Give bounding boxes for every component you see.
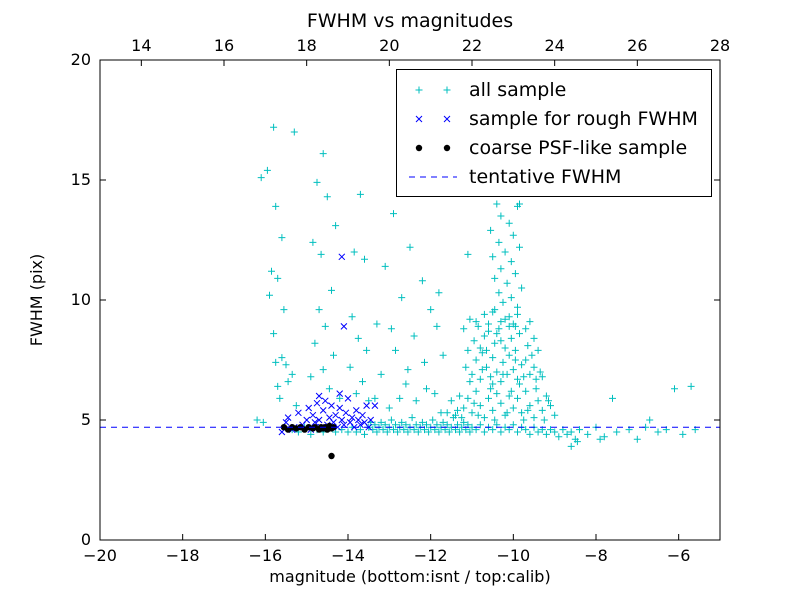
x-tick-label: −14	[331, 546, 365, 565]
tick-labels: −20 −18 −16 −14 −12 −10 −8 −6 14 16 18 20 22 24 26 28 0 5…	[71, 36, 731, 565]
x-tick-label: −18	[166, 546, 200, 565]
x-tick-label: −12	[414, 546, 448, 565]
top-tick-label: 28	[710, 36, 730, 55]
top-tick-label: 16	[214, 36, 234, 55]
series-coarse-psf-like-sample	[280, 422, 337, 460]
top-tick-label: 22	[462, 36, 482, 55]
top-tick-label: 14	[131, 36, 151, 55]
legend: all sample sample for rough FWHM coarse …	[396, 69, 712, 197]
legend-item-tentative-fwhm: tentative FWHM	[397, 162, 711, 191]
legend-marker-circle-icon	[406, 138, 460, 158]
y-tick-label: 10	[71, 290, 91, 309]
top-tick-label: 20	[379, 36, 399, 55]
top-tick-label: 18	[296, 36, 316, 55]
legend-label: tentative FWHM	[469, 165, 622, 188]
x-tick-label: −8	[584, 546, 608, 565]
x-tick-label: −6	[667, 546, 691, 565]
x-tick-label: −10	[496, 546, 530, 565]
legend-item-psf-sample: coarse PSF-like sample	[397, 133, 711, 162]
y-tick-label: 20	[71, 50, 91, 69]
y-axis-label: FWHM (pix)	[27, 253, 46, 347]
top-tick-label: 26	[627, 36, 647, 55]
x-axis-label: magnitude (bottom:isnt / top:calib)	[269, 567, 551, 586]
y-tick-label: 5	[81, 410, 91, 429]
x-tick-label: −16	[248, 546, 282, 565]
legend-label: all sample	[469, 78, 567, 101]
legend-label: coarse PSF-like sample	[469, 136, 688, 159]
x-tick-label: −20	[83, 546, 117, 565]
legend-item-rough-fwhm: sample for rough FWHM	[397, 104, 711, 133]
legend-label: sample for rough FWHM	[469, 107, 698, 130]
legend-item-all-sample: all sample	[397, 75, 711, 104]
chart-title: FWHM vs magnitudes	[306, 10, 514, 32]
top-tick-label: 24	[544, 36, 564, 55]
series-sample-for-rough-fwhm	[278, 253, 379, 436]
axes-frame	[99, 59, 721, 541]
y-tick-label: 0	[81, 530, 91, 549]
legend-marker-x-icon	[406, 109, 460, 129]
y-tick-label: 15	[71, 170, 91, 189]
legend-marker-dashed-line-icon	[406, 167, 460, 187]
legend-marker-plus-icon	[406, 80, 460, 100]
